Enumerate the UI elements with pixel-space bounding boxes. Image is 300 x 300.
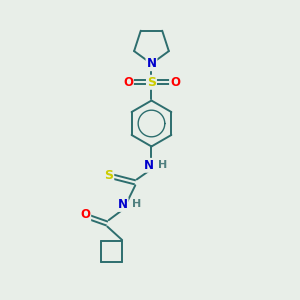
Text: S: S <box>104 169 113 182</box>
Text: O: O <box>123 76 133 89</box>
Text: H: H <box>158 160 167 170</box>
Text: N: N <box>118 198 128 211</box>
Text: O: O <box>170 76 180 89</box>
Text: N: N <box>146 57 157 70</box>
Text: S: S <box>147 76 156 89</box>
Text: H: H <box>131 200 141 209</box>
Text: N: N <box>144 159 154 172</box>
Text: O: O <box>80 208 90 221</box>
